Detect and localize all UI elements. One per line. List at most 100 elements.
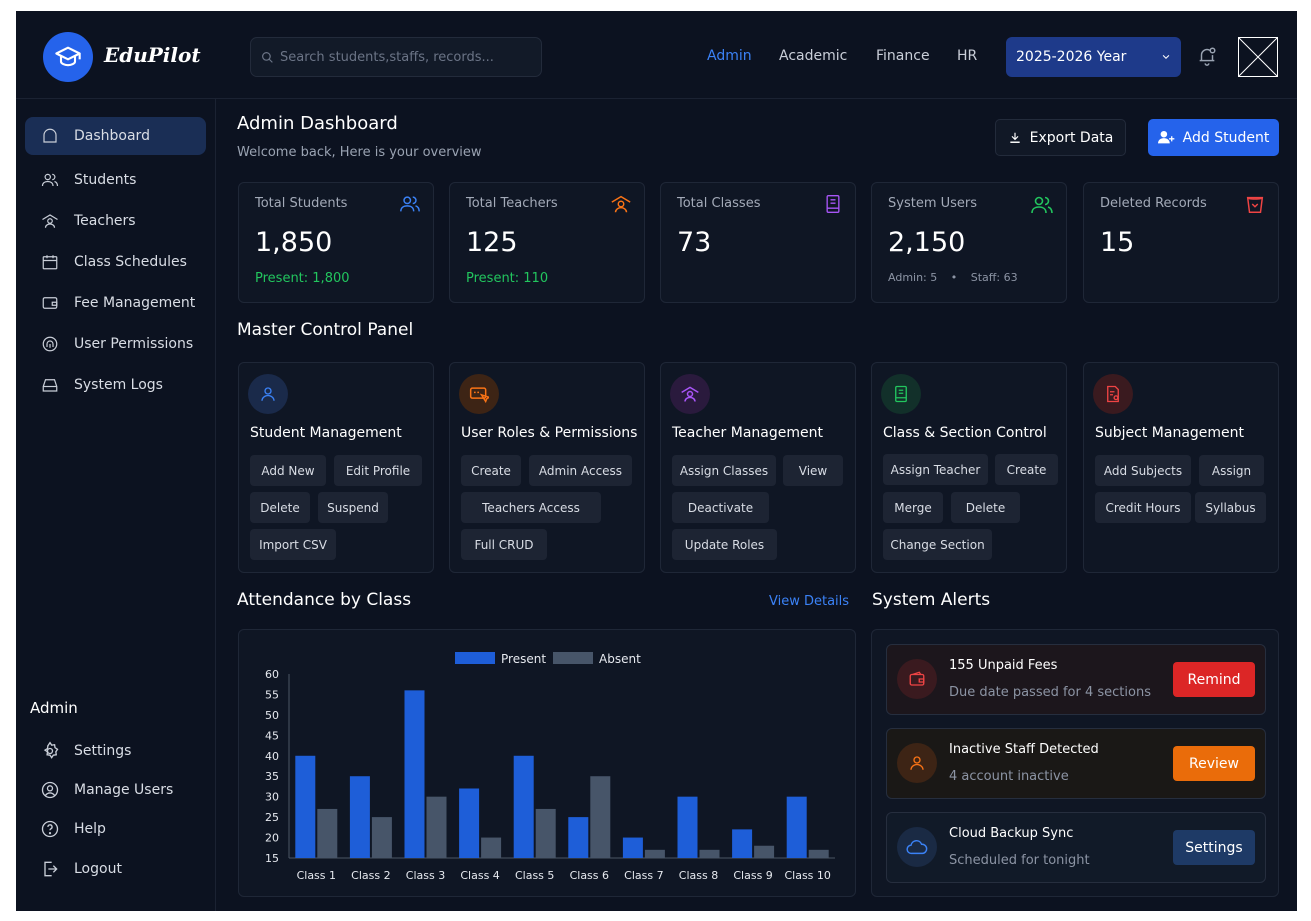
sidebar-item-system-logs[interactable]: System Logs bbox=[25, 366, 206, 404]
nav-hr[interactable]: HR bbox=[957, 48, 978, 64]
sidebar-item-help[interactable]: Help bbox=[25, 810, 206, 848]
sidebar-item-logout[interactable]: Logout bbox=[25, 850, 206, 888]
bar-absent bbox=[481, 837, 502, 858]
action-suspend[interactable]: Suspend bbox=[318, 492, 388, 523]
search-bar[interactable] bbox=[250, 37, 542, 77]
export-data-button[interactable]: Export Data bbox=[995, 119, 1126, 156]
stat-value: 15 bbox=[1100, 227, 1135, 258]
sidebar-item-manage-users[interactable]: Manage Users bbox=[25, 771, 206, 809]
export-data-label: Export Data bbox=[1029, 129, 1114, 146]
view-details-link[interactable]: View Details bbox=[769, 594, 850, 609]
y-tick-label: 30 bbox=[265, 791, 279, 804]
action-assign-teacher[interactable]: Assign Teacher bbox=[883, 454, 988, 485]
action-full-crud[interactable]: Full CRUD bbox=[461, 529, 547, 560]
review-button[interactable]: Review bbox=[1173, 746, 1255, 781]
sidebar-item-class-schedules[interactable]: Class Schedules bbox=[25, 243, 206, 281]
alert-title: 155 Unpaid Fees bbox=[949, 658, 1058, 673]
bar-absent bbox=[808, 849, 829, 858]
action-create[interactable]: Create bbox=[995, 454, 1058, 485]
action-delete[interactable]: Delete bbox=[250, 492, 310, 523]
control-card-subject-management: Subject Management Add Subjects Assign C… bbox=[1083, 362, 1279, 573]
bar-present bbox=[349, 776, 370, 858]
calendar-icon bbox=[40, 252, 60, 272]
action-credit-hours[interactable]: Credit Hours bbox=[1095, 492, 1191, 523]
x-tick-label: Class 4 bbox=[460, 869, 499, 882]
bell-icon[interactable] bbox=[1196, 45, 1218, 71]
remind-button[interactable]: Remind bbox=[1173, 662, 1255, 697]
gear-icon bbox=[40, 741, 60, 761]
sidebar-item-label: Teachers bbox=[74, 213, 136, 229]
wallet-icon bbox=[40, 293, 60, 313]
action-admin-access[interactable]: Admin Access bbox=[529, 455, 632, 486]
alert-title: Inactive Staff Detected bbox=[949, 742, 1099, 757]
sidebar-item-dashboard[interactable]: Dashboard bbox=[25, 117, 206, 155]
stat-value: 125 bbox=[466, 227, 518, 258]
action-import-csv[interactable]: Import CSV bbox=[250, 529, 336, 560]
settings-button[interactable]: Settings bbox=[1173, 830, 1255, 865]
page-subtitle: Welcome back, Here is your overview bbox=[237, 145, 482, 160]
bar-present bbox=[786, 796, 807, 858]
bar-absent bbox=[426, 796, 447, 858]
action-edit-profile[interactable]: Edit Profile bbox=[334, 455, 422, 486]
app-window: EduPilot Admin Academic Finance HR 2025-… bbox=[16, 11, 1297, 911]
user-icon bbox=[897, 743, 937, 783]
stat-sub: Present: 1,800 bbox=[255, 271, 350, 286]
action-add-subjects[interactable]: Add Subjects bbox=[1095, 455, 1191, 486]
action-merge[interactable]: Merge bbox=[883, 492, 943, 523]
action-deactivate[interactable]: Deactivate bbox=[672, 492, 769, 523]
control-card-title: Teacher Management bbox=[672, 425, 823, 441]
add-student-button[interactable]: Add Student bbox=[1148, 119, 1279, 156]
sidebar-item-label: Students bbox=[74, 172, 137, 188]
search-input[interactable] bbox=[280, 49, 535, 65]
control-card-title: Subject Management bbox=[1095, 425, 1245, 441]
nav-academic[interactable]: Academic bbox=[779, 48, 848, 64]
sidebar-item-label: Dashboard bbox=[74, 128, 150, 144]
y-tick-label: 55 bbox=[265, 688, 279, 701]
alert-subtitle: Scheduled for tonight bbox=[949, 853, 1090, 868]
action-teachers-access[interactable]: Teachers Access bbox=[461, 492, 601, 523]
nav-finance[interactable]: Finance bbox=[876, 48, 930, 64]
bar-absent bbox=[590, 776, 611, 858]
sidebar-item-teachers[interactable]: Teachers bbox=[25, 202, 206, 240]
sidebar-item-settings[interactable]: Settings bbox=[25, 732, 206, 770]
action-change-section[interactable]: Change Section bbox=[883, 529, 992, 560]
y-tick-label: 25 bbox=[265, 811, 279, 824]
control-card-teacher-management: Teacher Management Assign Classes View D… bbox=[660, 362, 856, 573]
sidebar-item-students[interactable]: Students bbox=[25, 161, 206, 199]
logout-icon bbox=[40, 859, 60, 879]
stat-label: Total Teachers bbox=[466, 196, 558, 211]
action-create[interactable]: Create bbox=[461, 455, 521, 486]
nav-admin[interactable]: Admin bbox=[707, 48, 752, 64]
action-syllabus[interactable]: Syllabus bbox=[1195, 492, 1266, 523]
action-view[interactable]: View bbox=[783, 455, 843, 486]
bar-absent bbox=[371, 817, 392, 858]
sidebar-item-fee-management[interactable]: Fee Management bbox=[25, 284, 206, 322]
legend-label: Present bbox=[501, 652, 546, 666]
year-select[interactable]: 2025-2026 Year bbox=[1006, 37, 1181, 77]
alert-cloud-backup: Cloud Backup Sync Scheduled for tonight … bbox=[886, 812, 1266, 883]
action-update-roles[interactable]: Update Roles bbox=[672, 529, 777, 560]
sidebar-item-label: Logout bbox=[74, 861, 122, 877]
action-delete[interactable]: Delete bbox=[951, 492, 1020, 523]
bar-present bbox=[513, 755, 534, 858]
action-assign[interactable]: Assign bbox=[1199, 455, 1264, 486]
drive-icon bbox=[40, 375, 60, 395]
bar-present bbox=[404, 690, 425, 858]
action-add-new[interactable]: Add New bbox=[250, 455, 326, 486]
teacher-icon bbox=[670, 374, 710, 414]
x-tick-label: Class 2 bbox=[351, 869, 390, 882]
users-icon bbox=[399, 193, 421, 219]
sidebar-item-user-permissions[interactable]: User Permissions bbox=[25, 325, 206, 363]
action-assign-classes[interactable]: Assign Classes bbox=[672, 455, 776, 486]
home-icon bbox=[40, 126, 60, 146]
avatar[interactable] bbox=[1238, 37, 1278, 77]
document-icon bbox=[1093, 374, 1133, 414]
alert-unpaid-fees: 155 Unpaid Fees Due date passed for 4 se… bbox=[886, 644, 1266, 715]
sidebar-section-admin: Admin bbox=[30, 699, 78, 717]
sidebar: Dashboard Students Teachers Class Schedu… bbox=[16, 99, 216, 911]
user-icon bbox=[248, 374, 288, 414]
bar-present bbox=[622, 837, 643, 858]
y-tick-label: 35 bbox=[265, 770, 279, 783]
stat-sub-staff: Staff: 63 bbox=[970, 271, 1018, 284]
sidebar-item-label: System Logs bbox=[74, 377, 163, 393]
